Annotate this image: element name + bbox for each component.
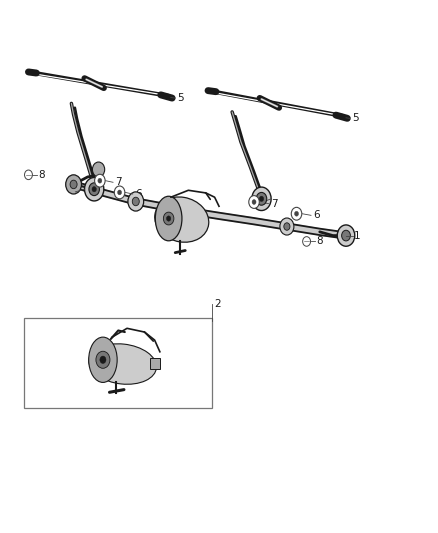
Bar bbox=[150, 358, 160, 369]
Text: 7: 7 bbox=[271, 199, 277, 208]
Circle shape bbox=[259, 196, 264, 201]
Circle shape bbox=[163, 212, 174, 225]
Circle shape bbox=[98, 178, 102, 183]
Polygon shape bbox=[74, 181, 94, 193]
Circle shape bbox=[70, 180, 77, 189]
Circle shape bbox=[294, 211, 299, 216]
Circle shape bbox=[291, 207, 302, 220]
Circle shape bbox=[337, 225, 355, 246]
Ellipse shape bbox=[88, 337, 117, 383]
Circle shape bbox=[284, 223, 290, 230]
Bar bbox=[24, 318, 212, 408]
Circle shape bbox=[89, 183, 99, 196]
Circle shape bbox=[100, 356, 106, 364]
Circle shape bbox=[25, 170, 32, 180]
Circle shape bbox=[96, 351, 110, 368]
Ellipse shape bbox=[155, 196, 182, 241]
Text: 5: 5 bbox=[177, 93, 184, 103]
Circle shape bbox=[128, 192, 144, 211]
Circle shape bbox=[114, 186, 125, 199]
Circle shape bbox=[256, 192, 267, 205]
Text: 8: 8 bbox=[316, 237, 323, 246]
Polygon shape bbox=[182, 207, 219, 219]
Circle shape bbox=[252, 187, 271, 211]
Text: 4: 4 bbox=[258, 197, 264, 206]
Polygon shape bbox=[94, 187, 136, 205]
Circle shape bbox=[117, 190, 122, 195]
Text: 8: 8 bbox=[38, 170, 45, 180]
Polygon shape bbox=[254, 218, 287, 230]
Circle shape bbox=[66, 175, 81, 194]
Circle shape bbox=[92, 162, 105, 177]
Polygon shape bbox=[287, 223, 320, 235]
Circle shape bbox=[249, 196, 259, 208]
Circle shape bbox=[342, 230, 350, 241]
Circle shape bbox=[252, 199, 256, 205]
Polygon shape bbox=[320, 229, 346, 239]
Circle shape bbox=[92, 187, 96, 192]
Text: 1: 1 bbox=[353, 231, 360, 240]
Ellipse shape bbox=[155, 197, 209, 242]
Circle shape bbox=[166, 216, 171, 221]
Text: 2: 2 bbox=[215, 299, 221, 309]
Text: 6: 6 bbox=[135, 189, 141, 199]
Text: 6: 6 bbox=[313, 211, 320, 220]
Polygon shape bbox=[136, 198, 182, 213]
Circle shape bbox=[280, 218, 294, 235]
Circle shape bbox=[303, 237, 311, 246]
Circle shape bbox=[132, 197, 139, 206]
Ellipse shape bbox=[89, 344, 156, 384]
Circle shape bbox=[95, 174, 105, 187]
Text: 5: 5 bbox=[352, 114, 358, 123]
Polygon shape bbox=[219, 213, 254, 224]
Text: 4: 4 bbox=[84, 187, 91, 197]
Circle shape bbox=[85, 177, 104, 201]
Text: 7: 7 bbox=[115, 177, 122, 187]
